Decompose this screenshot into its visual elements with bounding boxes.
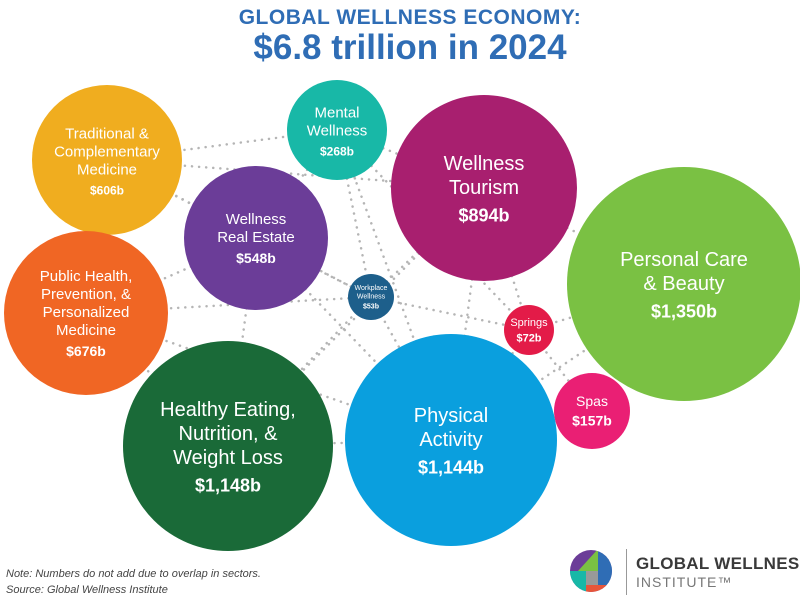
bubble-value: $1,144b bbox=[418, 457, 484, 477]
bubble-label: Wellness bbox=[307, 122, 368, 139]
bubble-label: Healthy Eating, bbox=[160, 399, 296, 421]
bubble-label: Activity bbox=[419, 429, 482, 451]
gwi-logo: GLOBAL WELLNESS INSTITUTE™ bbox=[568, 547, 800, 597]
bubble-label: Workplace bbox=[355, 285, 388, 292]
chart-title: GLOBAL WELLNESS ECONOMY: bbox=[238, 6, 582, 29]
bubble-value: $676b bbox=[66, 343, 106, 359]
source-text: Source: Global Wellness Institute bbox=[6, 584, 168, 596]
bubble-label: Wellness bbox=[444, 153, 525, 175]
bubble-circle bbox=[4, 231, 168, 395]
bubble-circle bbox=[123, 341, 333, 551]
bubble-label: Weight Loss bbox=[173, 447, 283, 469]
bubble-value: $548b bbox=[236, 250, 276, 266]
dotted-connector bbox=[369, 295, 531, 332]
dotted-connector bbox=[84, 236, 258, 315]
bubble-value: $894b bbox=[458, 205, 509, 225]
bubble-circle bbox=[567, 167, 800, 401]
bubble-circle bbox=[391, 95, 577, 281]
bubble-circle bbox=[345, 334, 557, 546]
bubble: Personal Care& Beauty $1,350b bbox=[567, 167, 800, 401]
bubble: Workplace Wellness $53b bbox=[348, 274, 394, 320]
bubble-value: $72b bbox=[516, 332, 541, 344]
bubble-value: $606b bbox=[90, 184, 124, 198]
bubble: Springs $72b bbox=[504, 305, 554, 355]
bubble-circle bbox=[184, 166, 328, 310]
gwi-logo-icon bbox=[570, 550, 612, 592]
bubble: Public Health,Prevention, &PersonalizedM… bbox=[4, 231, 168, 395]
bubble-circle bbox=[554, 373, 630, 449]
bubble-value: $157b bbox=[572, 412, 612, 428]
bubble-label: Complementary bbox=[54, 143, 160, 160]
bubble-circle bbox=[348, 274, 394, 320]
bubble: Healthy Eating,Nutrition, &Weight Loss $1… bbox=[123, 341, 333, 551]
bubble-label: Physical bbox=[414, 405, 488, 427]
note-text: Note: Numbers do not add due to overlap … bbox=[6, 568, 261, 580]
bubble-label: & Beauty bbox=[643, 273, 724, 295]
logo-name: GLOBAL WELLNESS bbox=[636, 554, 800, 573]
dotted-connector bbox=[226, 295, 373, 448]
dotted-connector bbox=[369, 295, 453, 442]
logo-divider bbox=[626, 549, 627, 595]
logo-sub: INSTITUTE™ bbox=[636, 574, 733, 590]
bubble-label: Wellness bbox=[226, 211, 287, 228]
bubble-label: Mental bbox=[314, 104, 359, 121]
bubble-value: $268b bbox=[320, 145, 354, 159]
bubble-label: Springs bbox=[510, 317, 548, 329]
bubble-value: $1,148b bbox=[195, 475, 261, 495]
dotted-connector bbox=[84, 295, 373, 315]
bubble-label: Medicine bbox=[77, 161, 137, 178]
bubble-circle bbox=[287, 80, 387, 180]
bubble-circle bbox=[504, 305, 554, 355]
bubble-circle bbox=[32, 85, 182, 235]
chart-subtitle: $6.8 trillion in 2024 bbox=[253, 28, 567, 67]
bubble-label: Tourism bbox=[449, 177, 519, 199]
bubble-label: Prevention, & bbox=[41, 286, 131, 303]
bubble-label: Wellness bbox=[357, 294, 386, 301]
bubble-label: Traditional & bbox=[65, 125, 149, 142]
bubble-label: Personal Care bbox=[620, 249, 748, 271]
bubble-label: Personalized bbox=[43, 304, 130, 321]
bubble-label: Public Health, bbox=[40, 268, 133, 285]
bubble-value: $1,350b bbox=[651, 301, 717, 321]
bubble-label: Nutrition, & bbox=[179, 423, 279, 445]
bubble-label: Spas bbox=[576, 393, 608, 409]
bubble-value: $53b bbox=[363, 303, 379, 310]
bubble: Spas $157b bbox=[554, 373, 630, 449]
bubble-label: Medicine bbox=[56, 322, 116, 339]
bubble-label: Real Estate bbox=[217, 229, 295, 246]
